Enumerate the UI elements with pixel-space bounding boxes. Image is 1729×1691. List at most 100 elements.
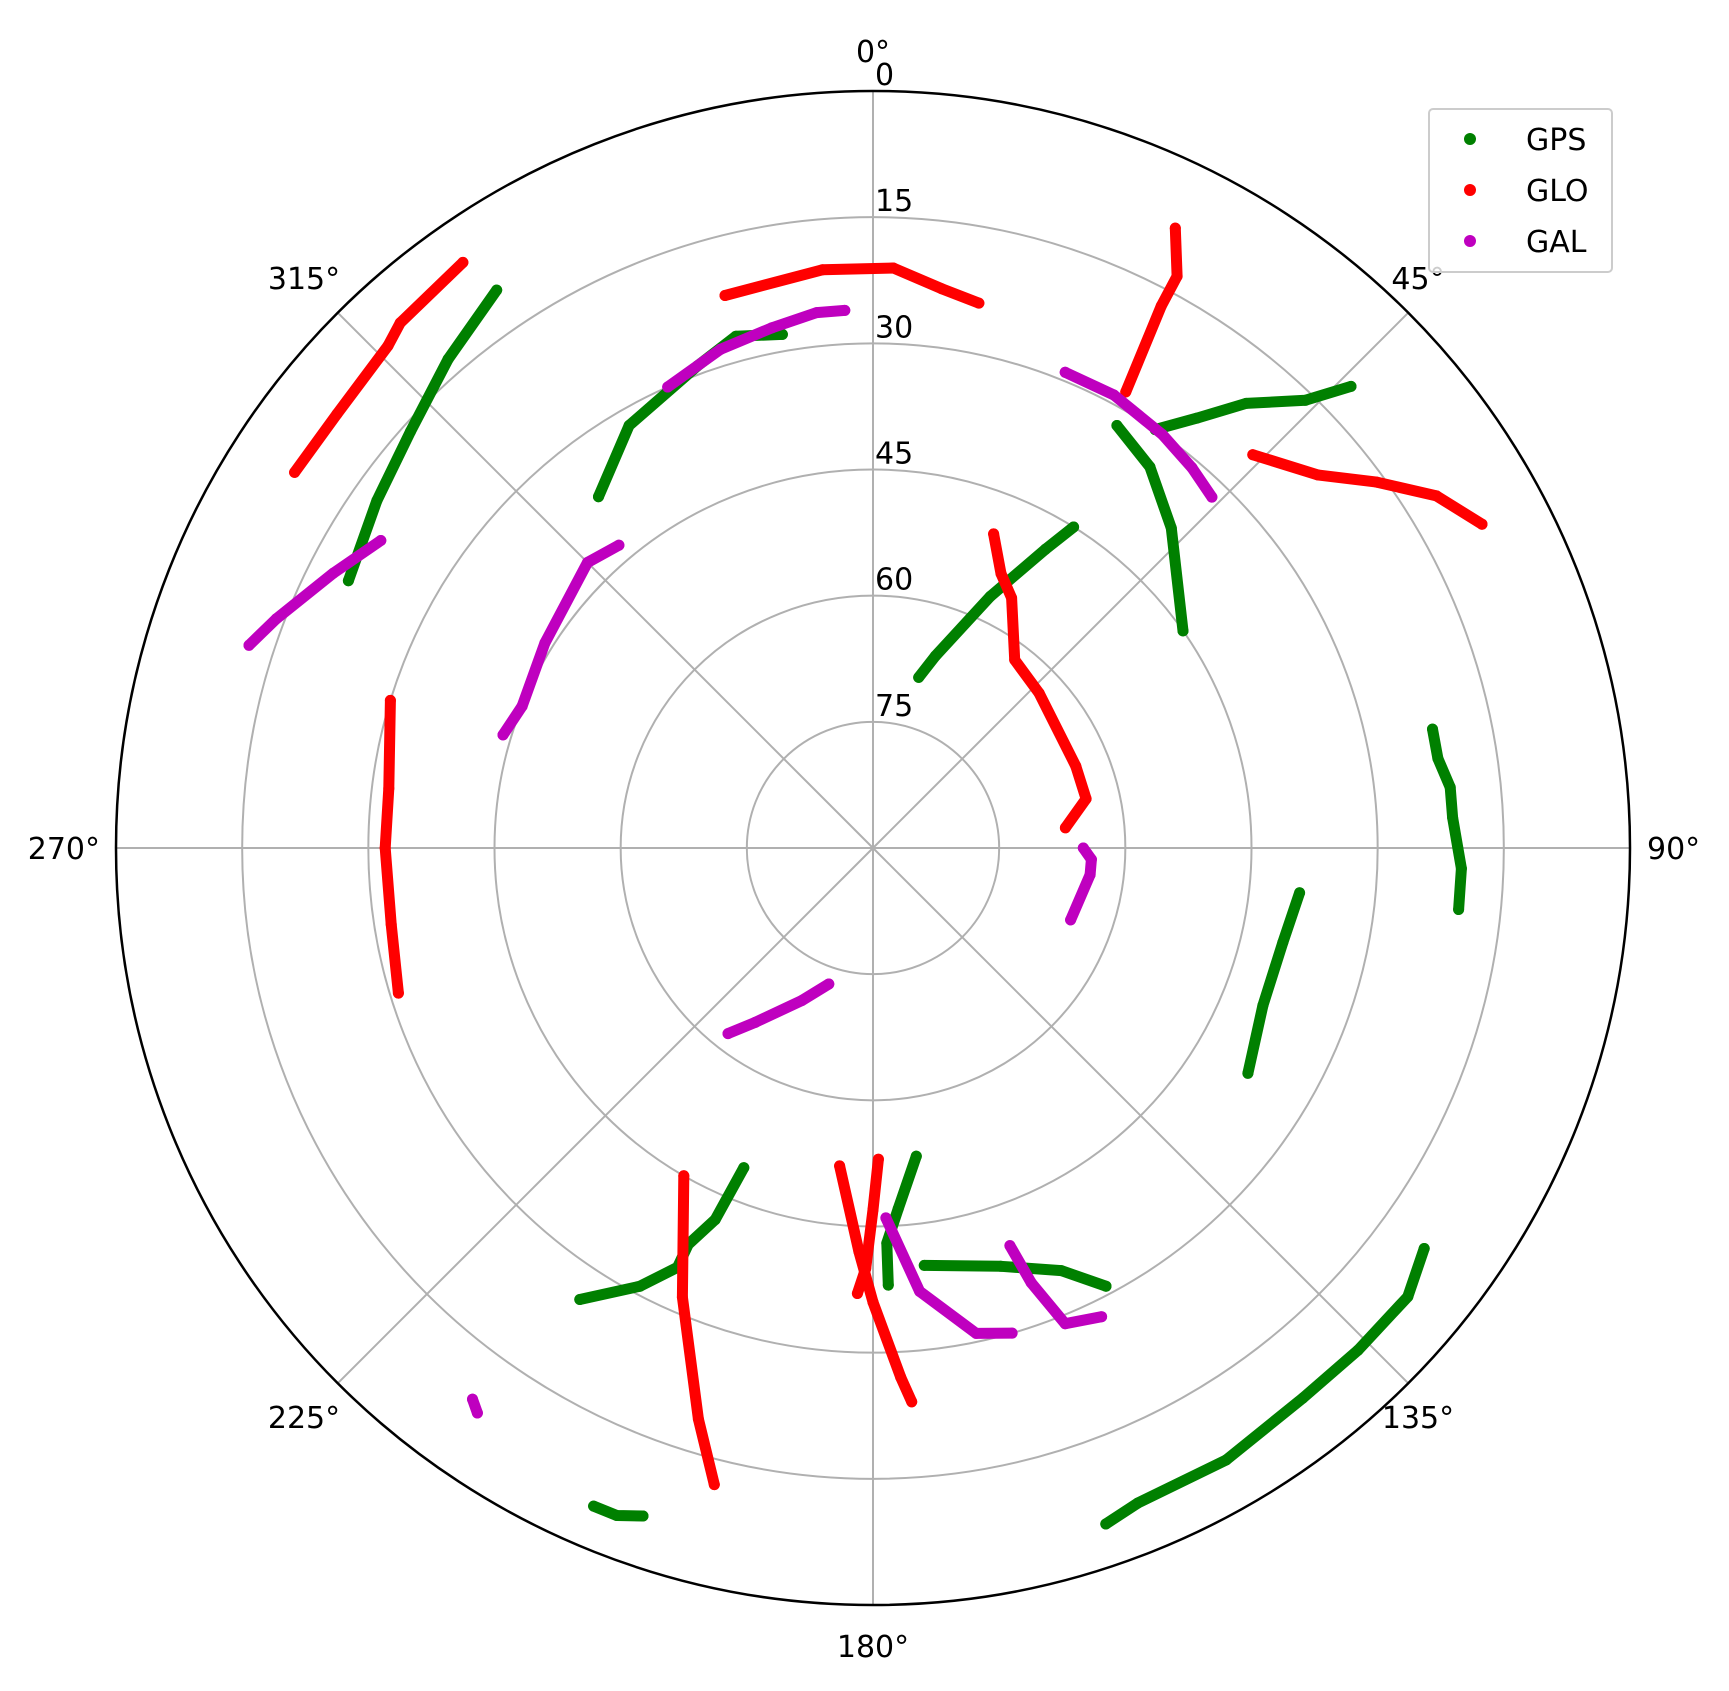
legend-label-glo: GLO [1526,174,1589,209]
gps-point [1447,812,1459,824]
glo-point [331,408,343,420]
gal-point [1025,1277,1037,1289]
gps-point [1453,904,1465,915]
glo-point [382,340,394,352]
glo-track [676,1170,720,1491]
glo-point [872,1153,884,1165]
legend-box [1428,108,1613,273]
glo-track [1120,222,1183,398]
glo-point [906,1396,918,1408]
gps-point [1352,1344,1364,1356]
gps-point [1177,625,1189,637]
glo-point [1312,469,1324,481]
gps-point [995,1260,1007,1272]
glo-point [1080,793,1092,805]
gps-point [1277,937,1289,949]
gal-point [539,637,551,649]
grid [116,91,1630,1605]
gal-point [243,639,255,651]
gal-point [327,567,339,579]
gps-point [1055,1265,1067,1277]
glo-point [816,264,828,276]
legend-label-gal: GAL [1526,225,1587,260]
gps-point [593,491,604,503]
gps-point [1418,1243,1430,1254]
gal-point [375,535,387,546]
gps-track [574,1162,750,1305]
gal-point [1004,1240,1016,1252]
gps-track [918,1259,1112,1292]
gal-point [516,700,528,712]
gal-point [722,1028,734,1040]
gps-point [1242,1067,1254,1079]
gal-point [497,729,509,741]
gal-track [880,1212,1018,1339]
gps-point [1444,781,1456,793]
gps-point [1345,380,1357,392]
gps-point [588,1500,600,1512]
r-tick-label: 45 [875,437,913,472]
gps-point [1294,887,1306,899]
gal-point [1059,366,1071,378]
theta-tick-label: 180° [837,1630,909,1665]
glo-point [719,290,731,301]
glo-point [1431,490,1442,502]
glo-point [708,1479,720,1491]
glo-point [385,918,397,930]
glo-track [851,1153,884,1299]
glo-track [1247,449,1488,530]
glo-point [1059,822,1071,834]
theta-tick-label: 0° [856,35,890,70]
gps-point [882,1279,894,1291]
glo-point [392,987,404,999]
data-points [243,222,1488,1530]
gps-point [984,590,996,602]
glo-point [384,694,396,706]
gps-point [637,1510,649,1522]
glo-point [394,317,406,329]
glo-point [1033,687,1045,699]
gps-point [1111,420,1123,431]
legend-marker-gal [1464,235,1476,247]
axes-frame [114,89,1632,1607]
gal-point [766,322,778,334]
glo-point [678,1170,690,1182]
glo-point [936,283,948,295]
gal-point [471,1407,483,1419]
gps-track [1149,380,1357,436]
gal-point [823,978,835,990]
glo-point [692,1413,704,1425]
gps-point [892,1203,904,1215]
glo-point [1006,592,1018,604]
gps-track [1100,1243,1430,1530]
gps-point [1220,1454,1232,1466]
gps-track [1242,887,1306,1079]
glo-point [379,842,391,854]
gps-point [623,420,635,431]
gal-point [613,539,625,551]
glo-point [887,262,899,274]
gal-point [715,343,726,355]
glo-point [289,466,301,478]
gal-point [1059,1318,1071,1330]
gps-point [1132,1497,1144,1509]
gal-point [914,1285,926,1297]
gps-point [881,1237,893,1249]
legend-marker-glo [1464,184,1476,196]
gal-point [662,381,674,393]
gps-point [1455,863,1467,874]
gps-point [342,575,354,587]
gal-point [811,307,823,319]
gps-point [371,495,383,507]
gps-point [1165,522,1177,534]
glo-point [1120,386,1132,398]
glo-point [1169,222,1181,234]
gps-point [913,671,925,683]
r-tick-label: 15 [875,184,913,219]
glo-point [988,528,1000,540]
gps-point [918,1259,930,1271]
glo-point [867,1204,879,1216]
gps-point [1297,1392,1309,1404]
gal-point [1206,491,1218,503]
gps-point [1240,397,1252,409]
